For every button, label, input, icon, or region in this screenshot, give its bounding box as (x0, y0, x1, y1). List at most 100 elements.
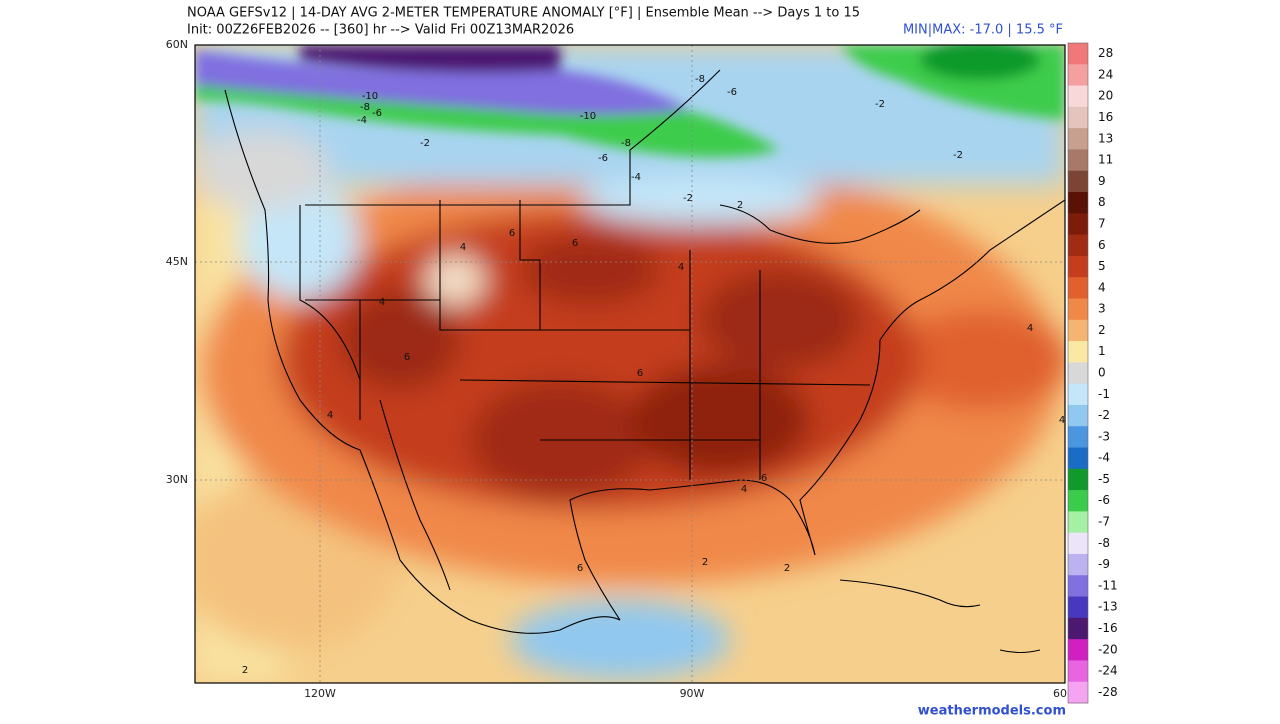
colorbar-label: 11 (1098, 153, 1113, 167)
colorbar-label: -4 (1098, 451, 1110, 465)
colorbar-label: -13 (1098, 600, 1118, 614)
min-max: MIN|MAX: -17.0 | 15.5 °F (903, 23, 1063, 38)
colorbar-label: 8 (1098, 195, 1106, 209)
colorbar-swatch (1068, 277, 1088, 299)
credit: weathermodels.com (918, 704, 1066, 719)
colorbar-swatch (1068, 447, 1088, 470)
colorbar-swatch (1068, 128, 1088, 150)
contour-label: -6 (598, 153, 608, 164)
contour-label: 4 (741, 484, 747, 495)
contour-label: -6 (727, 87, 737, 98)
colorbar-label: -28 (1098, 685, 1118, 699)
colorbar-label: -6 (1098, 493, 1110, 507)
colorbar-label: -8 (1098, 536, 1110, 550)
contour-label: -8 (621, 138, 631, 149)
contour-label: -2 (953, 150, 963, 161)
colorbar-swatch (1068, 532, 1088, 555)
colorbar-swatch (1068, 213, 1088, 236)
colorbar-label: 16 (1098, 110, 1113, 124)
colorbar-label: 3 (1098, 302, 1106, 316)
contour-label: 4 (327, 410, 333, 421)
lat-label: 60N (166, 38, 188, 51)
contour-label: 4 (1059, 415, 1065, 426)
lon-label: 90W (680, 687, 705, 700)
colorbar-label: 2 (1098, 323, 1106, 337)
contour-label: 6 (572, 238, 578, 249)
colorbar-label: -2 (1098, 408, 1110, 422)
contour-label: -8 (360, 102, 370, 113)
colorbar-label: 0 (1098, 366, 1106, 380)
colorbar-swatch (1068, 511, 1088, 534)
colorbar-label: 7 (1098, 216, 1106, 230)
colorbar-swatch (1068, 298, 1088, 321)
contour-label: 2 (242, 665, 248, 676)
lon-label: 120W (304, 687, 336, 700)
colorbar-label: 20 (1098, 89, 1113, 103)
contour-label: 6 (404, 352, 410, 363)
colorbar-swatch (1068, 383, 1088, 406)
contour-label: -8 (695, 74, 705, 85)
colorbar-swatch (1068, 341, 1088, 363)
colorbar-swatch (1068, 404, 1088, 427)
colorbar-swatch (1068, 170, 1088, 193)
colorbar-swatch (1068, 192, 1088, 214)
contour-label: -2 (875, 99, 885, 110)
colorbar-label: 9 (1098, 174, 1106, 188)
colorbar-label: 1 (1098, 344, 1106, 358)
colorbar-swatch (1068, 617, 1088, 640)
contour-label: 6 (637, 368, 643, 379)
colorbar-swatch (1068, 255, 1088, 278)
colorbar: 28 24 20 16 13 11 9 8 7 6 5 4 3 2 1 0 -1 -2 -3 -4 -5 -6 -7 -8 -9… (1067, 42, 1118, 704)
subtitle: Init: 00Z26FEB2026 -- [360] hr --> Valid… (187, 23, 574, 38)
colorbar-label: -20 (1098, 642, 1118, 656)
colorbar-label: 24 (1098, 67, 1113, 81)
contour-label: -4 (631, 172, 641, 183)
contour-label: -2 (420, 138, 430, 149)
colorbar-swatch (1068, 426, 1088, 449)
contour-label: 6 (761, 473, 767, 484)
contour-label: -10 (362, 91, 378, 102)
colorbar-swatch (1068, 553, 1088, 576)
colorbar-swatch (1068, 681, 1088, 704)
contour-label: 4 (1027, 323, 1033, 334)
colorbar-swatch (1068, 319, 1088, 342)
contour-label: 6 (509, 228, 515, 239)
colorbar-swatch (1068, 596, 1088, 619)
colorbar-label: -11 (1098, 578, 1118, 592)
colorbar-swatch (1068, 490, 1088, 512)
graticule (195, 45, 1065, 683)
colorbar-swatch (1068, 234, 1088, 257)
colorbar-label: -16 (1098, 621, 1118, 635)
colorbar-swatch (1068, 660, 1088, 683)
colorbar-swatch (1068, 362, 1088, 385)
colorbar-swatch (1068, 64, 1088, 87)
colorbar-frame (1067, 42, 1089, 704)
colorbar-swatch (1068, 106, 1088, 129)
map-frame (194, 44, 1066, 684)
contour-label: 4 (460, 242, 466, 253)
colorbar-label: -7 (1098, 515, 1110, 529)
colorbar-swatch (1068, 43, 1088, 65)
colorbar-swatch (1068, 149, 1088, 172)
contour-label: 2 (737, 200, 743, 211)
colorbar-swatch (1068, 575, 1088, 598)
lon-label: 60 (1053, 687, 1067, 700)
colorbar-swatch (1068, 468, 1088, 491)
contour-label: -10 (580, 111, 596, 122)
colorbar-label: 5 (1098, 259, 1106, 273)
lat-label: 30N (166, 473, 188, 486)
colorbar-label: -24 (1098, 664, 1118, 678)
colorbar-label: -3 (1098, 429, 1110, 443)
contour-label: -2 (683, 193, 693, 204)
colorbar-label: -5 (1098, 472, 1110, 486)
colorbar-swatch (1068, 85, 1088, 108)
colorbar-label: -1 (1098, 387, 1110, 401)
colorbar-swatch (1068, 639, 1088, 661)
contour-label: 2 (702, 557, 708, 568)
colorbar-label: 6 (1098, 238, 1106, 252)
title: NOAA GEFSv12 | 14-DAY AVG 2-METER TEMPER… (187, 6, 860, 21)
contour-label: 4 (379, 297, 385, 308)
lat-label: 45N (166, 255, 188, 268)
